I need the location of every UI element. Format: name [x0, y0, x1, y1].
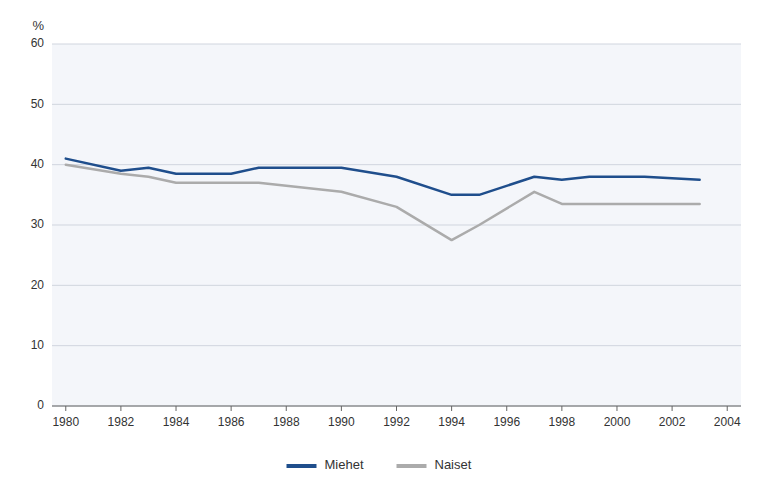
- x-tick: [506, 406, 507, 411]
- x-tick: [286, 406, 287, 411]
- x-tick: [727, 406, 728, 411]
- legend-label: Miehet: [325, 457, 364, 472]
- x-tick-label: 1992: [383, 415, 410, 429]
- y-tick-label: 40: [31, 157, 45, 171]
- x-tick-label: 1984: [163, 415, 190, 429]
- x-tick: [616, 406, 617, 411]
- x-tick: [341, 406, 342, 411]
- x-tick: [65, 406, 66, 411]
- x-tick: [396, 406, 397, 411]
- plot-background: [52, 44, 741, 406]
- x-tick: [231, 406, 232, 411]
- x-tick-label: 1980: [52, 415, 79, 429]
- chart-container: 0 10 20 30 40 50 60% 1980 1982 1984 1986 1988 1990 19…: [0, 0, 765, 488]
- grid-line: [52, 104, 741, 105]
- legend: Miehet Naiset: [287, 457, 472, 472]
- y-grid: [52, 44, 741, 406]
- y-tick-label: 20: [31, 278, 45, 292]
- legend-label: Naiset: [435, 457, 472, 472]
- legend-swatch: [397, 464, 427, 468]
- y-tick-label: 60: [31, 36, 45, 50]
- x-tick: [451, 406, 452, 411]
- x-tick-label: 1990: [328, 415, 355, 429]
- y-axis-label: %: [32, 18, 44, 33]
- series-line: [66, 159, 700, 195]
- x-tick-label: 1986: [218, 415, 245, 429]
- x-tick-label: 1982: [108, 415, 135, 429]
- x-tick-label: 1998: [549, 415, 576, 429]
- x-tick-label: 2000: [604, 415, 631, 429]
- x-tick: [672, 406, 673, 411]
- x-tick: [176, 406, 177, 411]
- chart-svg: 0 10 20 30 40 50 60% 1980 1982 1984 1986 1988 1990 19…: [0, 0, 765, 488]
- y-tick-label: 30: [31, 217, 45, 231]
- grid-line: [52, 225, 741, 226]
- y-tick-label: 10: [31, 338, 45, 352]
- grid-line: [52, 345, 741, 346]
- grid-line: [52, 164, 741, 165]
- x-tick-label: 1994: [438, 415, 465, 429]
- x-tick: [120, 406, 121, 411]
- x-tick-label: 1996: [493, 415, 520, 429]
- y-tick-label: 50: [31, 97, 45, 111]
- x-tick-label: 2004: [714, 415, 741, 429]
- y-tick-label: 0: [37, 398, 44, 412]
- x-tick: [561, 406, 562, 411]
- x-tick-label: 1988: [273, 415, 300, 429]
- legend-swatch: [287, 464, 317, 468]
- grid-line: [52, 285, 741, 286]
- series-line: [66, 165, 700, 240]
- x-tick-label: 2002: [659, 415, 686, 429]
- lines: [66, 159, 700, 240]
- grid-line: [52, 44, 741, 45]
